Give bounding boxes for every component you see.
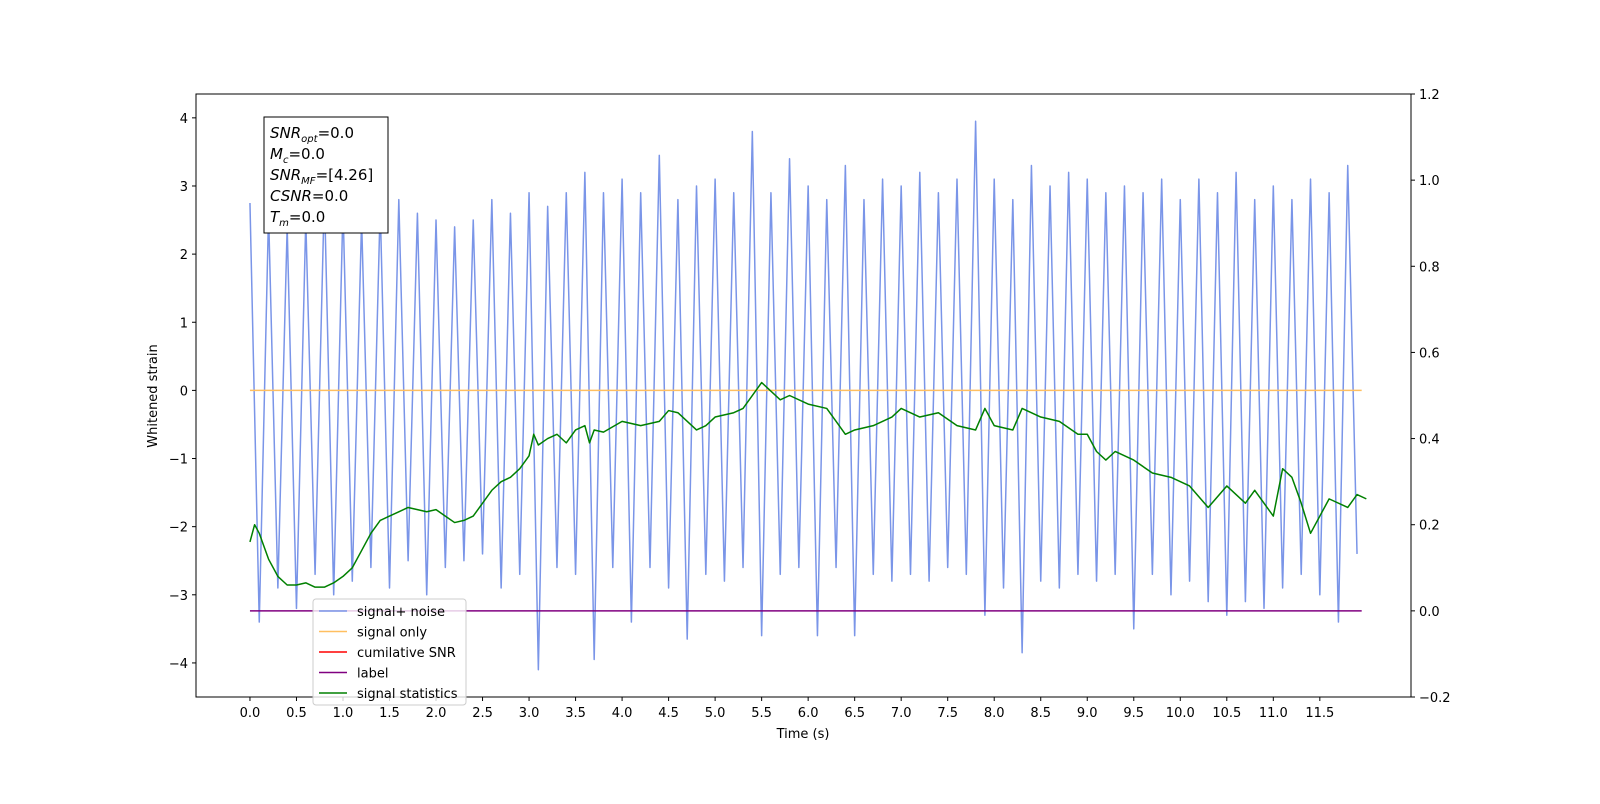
y-tick-label: 4 <box>180 112 188 127</box>
legend: signal+ noise signal only cumilative SNR la… <box>312 598 467 706</box>
legend-label: cumilative SNR <box>357 646 456 661</box>
y2-tick-label: 1.2 <box>1419 88 1440 103</box>
y-tick-label: −4 <box>169 657 188 672</box>
x-tick-label: 6.0 <box>798 706 819 721</box>
legend-box <box>312 598 467 706</box>
annotation-value: =0.0 <box>288 145 324 163</box>
x-tick-label: 10.5 <box>1212 706 1241 721</box>
legend-label: signal+ noise <box>357 605 445 620</box>
annotation-box <box>263 116 389 234</box>
y-tick-label: 1 <box>180 316 188 331</box>
annotation-line: CSNR=0.0 <box>270 187 348 205</box>
y-tick-label: 0 <box>180 384 188 399</box>
x-tick-label: 2.5 <box>472 706 493 721</box>
x-tick-label: 9.5 <box>1123 706 1144 721</box>
x-tick-label: 4.0 <box>612 706 633 721</box>
x-axis-label: Time (s) <box>776 727 830 742</box>
x-tick-label: 8.0 <box>984 706 1005 721</box>
x-tick-label: 7.0 <box>891 706 912 721</box>
x-tick-label: 9.0 <box>1077 706 1098 721</box>
annotation-subscript: c <box>283 155 289 166</box>
y2-tick-label: −0.2 <box>1419 691 1451 706</box>
y2-tick-label: 0.0 <box>1419 605 1440 620</box>
annotation-symbol: SNR <box>270 124 301 142</box>
annotation-subscript: m <box>279 218 289 229</box>
y2-tick-label: 0.2 <box>1419 519 1440 534</box>
annotation-line: SNRopt=0.0 <box>270 124 354 145</box>
annotation: SNRopt=0.0Mc=0.0SNRMF=[4.26]CSNR=0.0Tm=0… <box>263 116 389 234</box>
legend-label: signal only <box>357 626 427 641</box>
y2-tick-label: 1.0 <box>1419 174 1440 189</box>
x-tick-label: 10.0 <box>1166 706 1195 721</box>
annotation-value: =0.0 <box>312 187 348 205</box>
annotation-symbol: T <box>270 208 281 226</box>
x-tick-label: 0.5 <box>286 706 307 721</box>
annotation-value: =0.0 <box>289 208 325 226</box>
x-tick-label: 11.0 <box>1259 706 1288 721</box>
annotation-subscript: MF <box>301 176 316 187</box>
annotation-line: SNRMF=[4.26] <box>270 166 373 187</box>
annotation-subscript: opt <box>301 134 318 145</box>
x-tick-label: 1.0 <box>333 706 354 721</box>
x-tick-label: 5.0 <box>705 706 726 721</box>
annotation-value: =0.0 <box>318 124 354 142</box>
plot-frame <box>195 93 1412 698</box>
annotation-symbol: M <box>270 145 283 163</box>
series-line <box>249 381 1367 588</box>
y-tick-label: 3 <box>180 180 188 195</box>
y2-tick-label: 0.6 <box>1419 346 1440 361</box>
y2-tick-label: 0.4 <box>1419 433 1440 448</box>
y-tick-label: −3 <box>169 589 188 604</box>
series-line <box>249 120 1358 671</box>
x-tick-label: 1.5 <box>379 706 400 721</box>
x-tick-label: 0.0 <box>240 706 261 721</box>
x-tick-label: 8.5 <box>1030 706 1051 721</box>
annotation-symbol: CSNR <box>270 187 312 205</box>
legend-label: label <box>357 667 388 682</box>
annotation-line: Mc=0.0 <box>270 145 325 166</box>
x-tick-label: 2.0 <box>426 706 447 721</box>
y2-tick-label: 0.8 <box>1419 260 1440 275</box>
x-tick-label: 11.5 <box>1305 706 1334 721</box>
x-tick-label: 3.5 <box>565 706 586 721</box>
x-tick-label: 7.5 <box>937 706 958 721</box>
annotation-value: =[4.26] <box>316 166 374 184</box>
legend-label: signal statistics <box>357 687 458 702</box>
y-axis-label: Whitened strain <box>146 344 161 447</box>
annotation-symbol: SNR <box>270 166 301 184</box>
annotation-line: Tm=0.0 <box>270 208 325 229</box>
x-tick-label: 3.0 <box>519 706 540 721</box>
x-tick-label: 4.5 <box>658 706 679 721</box>
y-tick-label: −1 <box>169 453 188 468</box>
x-tick-label: 6.5 <box>844 706 865 721</box>
x-tick-label: 5.5 <box>751 706 772 721</box>
y-tick-label: −2 <box>169 521 188 536</box>
y-tick-label: 2 <box>180 248 188 263</box>
